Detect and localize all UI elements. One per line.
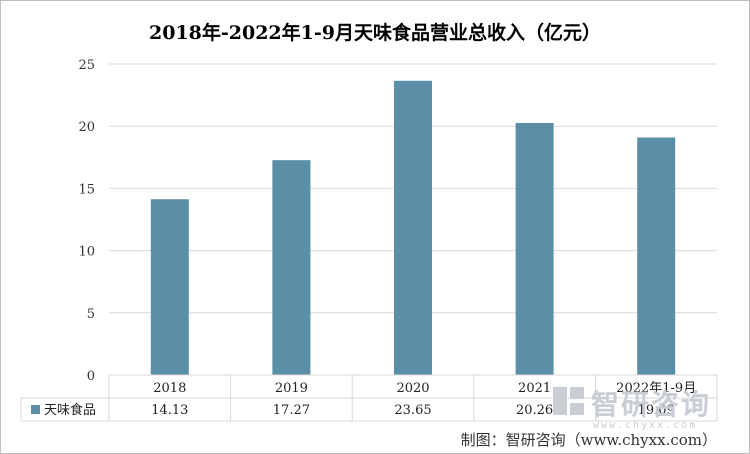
chart-title: 2018年-2022年1-9月天味食品营业总收入（亿元） (149, 21, 601, 44)
x-category-label: 2018 (153, 381, 186, 396)
bar (272, 160, 311, 375)
y-tick-label: 5 (87, 307, 95, 322)
y-tick-label: 15 (78, 182, 95, 197)
legend-swatch (31, 405, 40, 414)
y-axis-ticks: 0 5 10 15 20 25 (78, 58, 95, 384)
legend-series-name: 天味食品 (44, 402, 96, 418)
x-category-label: 2022年1-9月 (616, 381, 696, 396)
x-category-label: 2021 (518, 381, 551, 396)
chyxx-logo-icon (553, 387, 584, 415)
data-label: 23.65 (394, 403, 431, 418)
x-category-label: 2020 (396, 381, 429, 396)
bars (150, 80, 676, 375)
bar (515, 122, 554, 375)
watermark-text: 智研咨询 (591, 388, 711, 421)
data-table: 2018 2019 2020 2021 2022年1-9月天味食品 14.13 17.27 2… (20, 374, 718, 422)
data-label: 20.26 (516, 403, 553, 418)
bar (394, 80, 432, 375)
y-tick-label: 10 (78, 245, 95, 260)
bar (637, 137, 676, 375)
watermark-url: www.chyxx.com (593, 420, 697, 431)
y-tick-label: 20 (78, 120, 95, 135)
data-label: 14.13 (151, 403, 188, 418)
y-tick-label: 25 (78, 58, 95, 73)
y-tick-label: 0 (87, 369, 95, 384)
watermark: 智研咨询 www.chyxx.com (553, 387, 711, 431)
data-label: 17.27 (273, 403, 310, 418)
bar (150, 199, 189, 375)
data-label: 19.09 (638, 403, 675, 418)
x-category-label: 2019 (275, 381, 308, 396)
chart-credit: 制图：智研咨询（www.chyxx.com） (461, 431, 717, 449)
